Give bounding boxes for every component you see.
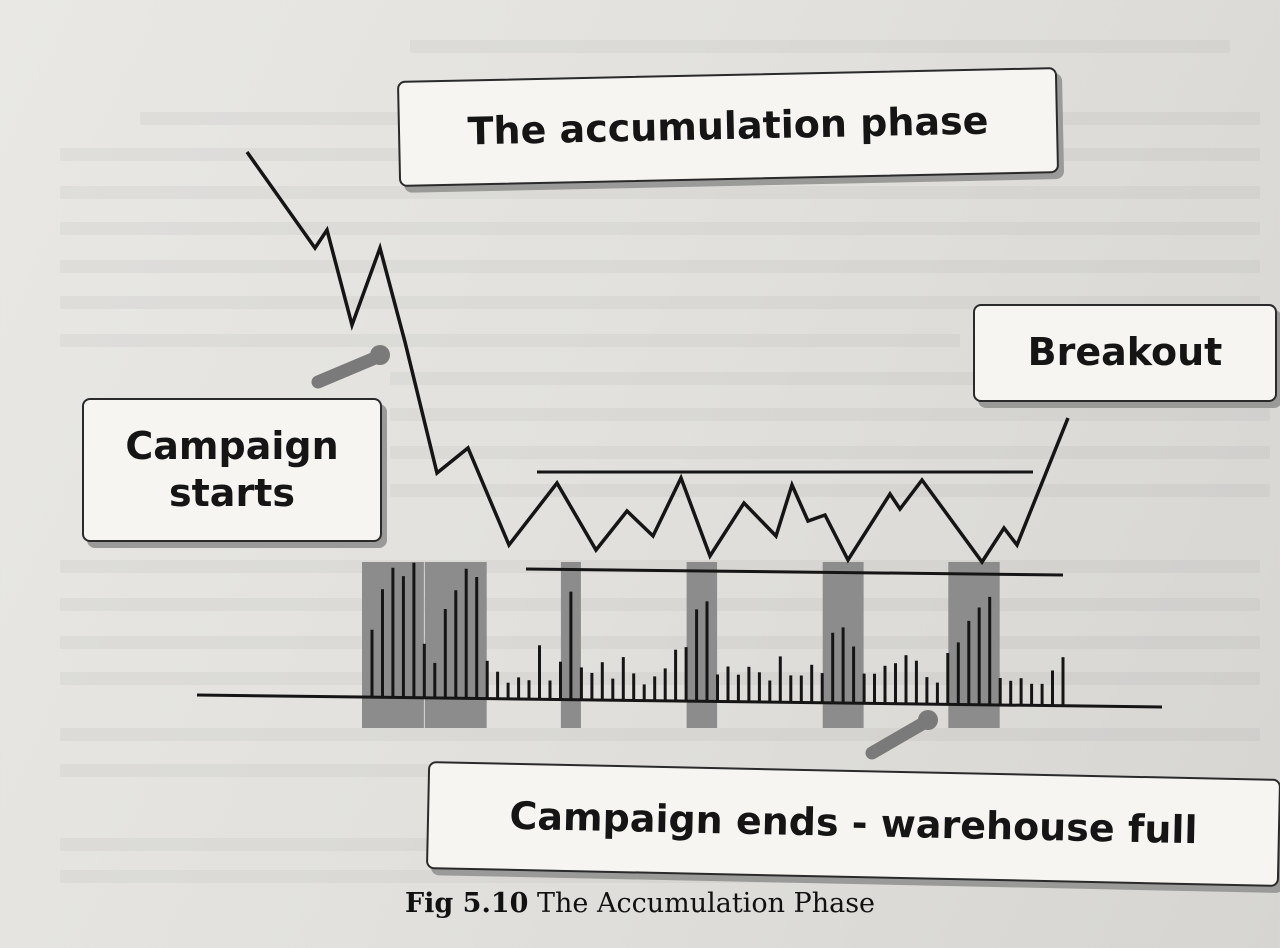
diagram-title-box: The accumulation phase — [396, 67, 1060, 187]
volume-highlight-3 — [686, 562, 718, 728]
support-line — [525, 567, 1064, 577]
campaign-ends-label: Campaign ends - warehouse full — [509, 794, 1198, 853]
volume-bars — [370, 562, 1065, 706]
breakout-box: Breakout — [973, 304, 1277, 402]
figure-caption: Fig 5.10 The Accumulation Phase — [0, 888, 1280, 919]
pointer-icon-campaign-ends — [865, 710, 938, 760]
figure-label: Fig 5.10 — [404, 888, 529, 919]
volume-baseline — [196, 693, 1163, 709]
campaign-starts-label-line2: starts — [169, 471, 295, 515]
campaign-starts-label-line1: Campaign — [125, 423, 339, 468]
diagram-title: The accumulation phase — [467, 98, 989, 154]
breakout-label: Breakout — [1027, 330, 1223, 375]
pointer-icon-campaign-starts — [311, 345, 390, 389]
campaign-ends-box: Campaign ends - warehouse full — [425, 761, 1280, 887]
price-line — [245, 150, 1070, 566]
campaign-starts-box: Campaign starts — [82, 398, 382, 542]
figure-title: The Accumulation Phase — [537, 888, 876, 919]
